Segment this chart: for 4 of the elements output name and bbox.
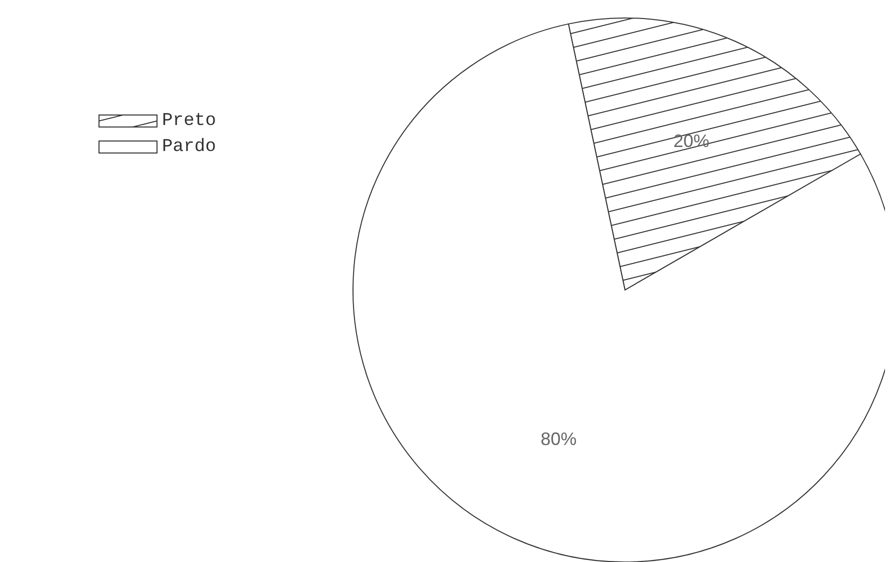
- data-label: 80%: [540, 429, 577, 450]
- data-label: 20%: [673, 130, 710, 151]
- legend-label: Pardo: [162, 137, 216, 157]
- legend-label: Preto: [162, 111, 216, 131]
